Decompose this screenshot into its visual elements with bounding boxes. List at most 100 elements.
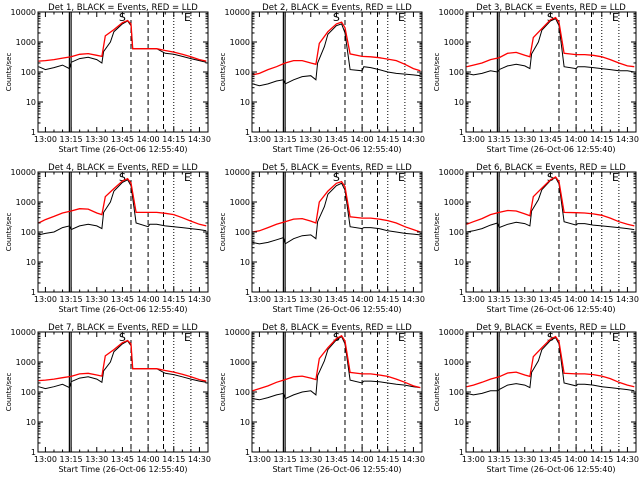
x-axis-label: Start Time (26-Oct-06 12:55:40)	[272, 305, 401, 314]
y-axis-label: Counts/sec	[433, 373, 441, 412]
x-tick-label: 13:00	[248, 135, 271, 144]
y-tick-label: 100	[235, 228, 250, 237]
x-tick-label: 13:30	[299, 135, 322, 144]
y-tick-label: 1000	[16, 198, 36, 207]
x-tick-label: 14:00	[137, 135, 160, 144]
x-tick-label: 14:15	[590, 295, 613, 304]
x-axis-label: Start Time (26-Oct-06 12:55:40)	[272, 465, 401, 474]
marker-letter: S	[119, 331, 126, 344]
y-tick-label: 100	[21, 388, 36, 397]
x-tick-label: 14:15	[376, 135, 399, 144]
chart-title: Det 8, BLACK = Events, RED = LLD	[262, 323, 412, 333]
series-line-events	[252, 335, 421, 401]
y-tick-label: 1000	[16, 38, 36, 47]
x-axis-label: Start Time (26-Oct-06 12:55:40)	[58, 465, 187, 474]
series-line-lld	[38, 19, 207, 62]
y-axis-label: Counts/sec	[5, 213, 13, 252]
chart-title: Det 2, BLACK = Events, RED = LLD	[262, 3, 412, 13]
x-tick-label: 13:00	[248, 455, 271, 464]
x-tick-label: 13:00	[462, 455, 485, 464]
y-tick-label: 10	[26, 98, 36, 107]
marker-letter: E	[612, 11, 619, 24]
x-tick-label: 14:00	[351, 455, 374, 464]
y-tick-label: 100	[235, 68, 250, 77]
x-tick-label: 13:30	[513, 135, 536, 144]
y-tick-label: 1000	[444, 38, 464, 47]
y-tick-label: 10000	[225, 168, 250, 177]
y-tick-label: 1000	[444, 198, 464, 207]
chart-title: Det 4, BLACK = Events, RED = LLD	[48, 163, 198, 173]
y-tick-label: 1000	[230, 38, 250, 47]
y-tick-label: 10	[240, 258, 250, 267]
series-line-lld	[466, 335, 635, 388]
x-tick-label: 13:30	[85, 295, 108, 304]
x-axis-label: Start Time (26-Oct-06 12:55:40)	[58, 305, 187, 314]
series-line-events	[38, 20, 207, 71]
y-tick-label: 100	[449, 228, 464, 237]
x-tick-label: 13:45	[325, 455, 348, 464]
series-line-events	[38, 179, 207, 236]
series-line-lld	[252, 180, 421, 233]
y-tick-label: 1	[245, 128, 250, 137]
y-tick-label: 1	[31, 288, 36, 297]
x-tick-label: 14:30	[402, 135, 425, 144]
x-tick-label: 14:15	[162, 135, 185, 144]
series-line-lld	[252, 334, 421, 392]
y-axis-label: Counts/sec	[219, 373, 227, 412]
x-tick-label: 13:45	[325, 135, 348, 144]
chart-title: Det 1, BLACK = Events, RED = LLD	[48, 3, 198, 13]
marker-letter: S	[333, 171, 340, 184]
y-tick-label: 10000	[11, 168, 36, 177]
plot-frame	[465, 11, 637, 133]
y-axis-label: Counts/sec	[219, 53, 227, 92]
y-tick-label: 100	[21, 68, 36, 77]
x-axis-label: Start Time (26-Oct-06 12:55:40)	[486, 305, 615, 314]
y-tick-label: 1	[31, 128, 36, 137]
x-tick-label: 14:30	[402, 295, 425, 304]
x-tick-label: 14:30	[188, 295, 211, 304]
x-tick-label: 14:00	[565, 295, 588, 304]
x-tick-label: 13:30	[513, 455, 536, 464]
x-tick-label: 13:15	[488, 135, 511, 144]
chart-title: Det 9, BLACK = Events, RED = LLD	[476, 323, 626, 333]
series-line-events	[252, 23, 421, 87]
x-tick-label: 13:30	[513, 295, 536, 304]
y-tick-label: 1	[245, 288, 250, 297]
x-tick-label: 13:45	[111, 455, 134, 464]
x-tick-label: 13:15	[488, 295, 511, 304]
marker-letter: S	[333, 11, 340, 24]
plot-frame	[465, 171, 637, 293]
chart-title: Det 7, BLACK = Events, RED = LLD	[48, 323, 198, 333]
x-tick-label: 14:30	[402, 455, 425, 464]
x-axis-label: Start Time (26-Oct-06 12:55:40)	[272, 145, 401, 154]
y-tick-label: 100	[235, 388, 250, 397]
y-axis-label: Counts/sec	[433, 213, 441, 252]
x-tick-label: 14:00	[137, 455, 160, 464]
x-tick-label: 13:00	[34, 135, 57, 144]
x-tick-label: 13:15	[274, 135, 297, 144]
y-tick-label: 10000	[225, 328, 250, 337]
x-tick-label: 13:45	[539, 295, 562, 304]
x-tick-label: 14:15	[162, 295, 185, 304]
x-axis-label: Start Time (26-Oct-06 12:55:40)	[486, 145, 615, 154]
x-tick-label: 13:45	[111, 135, 134, 144]
series-line-events	[466, 176, 635, 233]
x-tick-label: 13:15	[60, 135, 83, 144]
x-tick-label: 13:15	[274, 455, 297, 464]
y-tick-label: 10000	[439, 328, 464, 337]
x-axis-label: Start Time (26-Oct-06 12:55:40)	[486, 465, 615, 474]
x-tick-label: 13:15	[60, 455, 83, 464]
x-tick-label: 13:00	[34, 295, 57, 304]
plot-frame	[37, 331, 209, 453]
y-tick-label: 1000	[444, 358, 464, 367]
marker-letter: S	[547, 171, 554, 184]
y-tick-label: 1	[459, 288, 464, 297]
series-line-events	[466, 336, 635, 396]
marker-letter: E	[184, 11, 191, 24]
chart-title: Det 5, BLACK = Events, RED = LLD	[262, 163, 412, 173]
x-tick-label: 14:15	[590, 135, 613, 144]
